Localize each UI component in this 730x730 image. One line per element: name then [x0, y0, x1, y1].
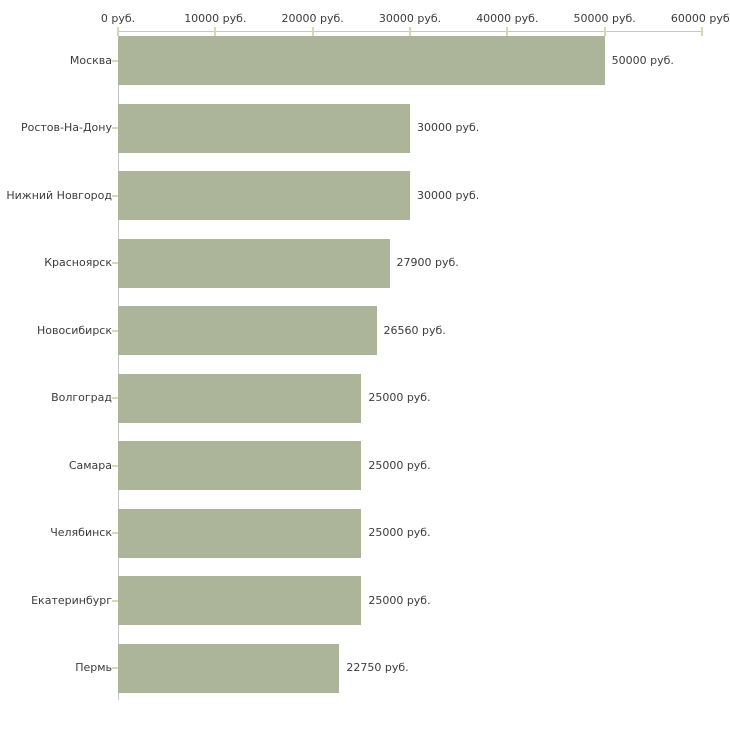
x-axis-tick — [214, 27, 217, 36]
bar — [118, 441, 362, 491]
value-label: 30000 руб. — [417, 188, 480, 202]
x-axis-tick — [701, 27, 703, 36]
x-axis-tick-label: 50000 руб. — [573, 12, 636, 25]
x-axis-tick — [603, 27, 606, 36]
value-label: 25000 руб. — [368, 593, 431, 607]
x-axis-tick-label: 60000 руб. — [670, 12, 730, 25]
category-label: Ростов-На-Дону — [20, 121, 112, 135]
x-axis-tick — [311, 27, 314, 36]
value-label: 26560 руб. — [383, 323, 446, 337]
y-axis-tick — [112, 329, 118, 332]
y-axis-tick — [112, 262, 118, 265]
x-axis-tick-label: 40000 руб. — [476, 12, 539, 25]
y-axis-tick — [112, 532, 118, 535]
category-label: Екатеринбург — [31, 593, 112, 607]
category-label: Москва — [69, 53, 112, 67]
value-label: 50000 руб. — [611, 53, 674, 67]
x-axis-tick — [117, 27, 119, 36]
value-label: 30000 руб. — [417, 121, 480, 135]
bar — [118, 306, 377, 356]
bar — [118, 576, 362, 626]
value-label: 25000 руб. — [368, 458, 431, 472]
x-axis-tick-label: 30000 руб. — [378, 12, 442, 25]
y-axis-tick — [112, 397, 118, 400]
value-label: 27900 руб. — [396, 256, 459, 270]
y-axis-tick — [112, 599, 118, 602]
value-label: 25000 руб. — [368, 391, 431, 405]
bar — [118, 508, 362, 558]
y-axis-tick — [112, 194, 118, 197]
category-label: Волгоград — [51, 391, 112, 405]
bar — [118, 373, 362, 423]
x-axis-tick-label: 0 руб. — [100, 12, 136, 25]
bar — [118, 643, 340, 693]
y-axis-tick — [112, 667, 118, 670]
category-label: Красноярск — [44, 256, 112, 270]
x-axis-tick-label: 20000 руб. — [281, 12, 344, 25]
y-axis-tick — [112, 464, 118, 467]
y-axis-tick — [112, 59, 118, 62]
category-label: Пермь — [75, 661, 112, 675]
category-label: Новосибирск — [36, 323, 112, 337]
x-axis-tick-label: 10000 руб. — [184, 12, 247, 25]
bar — [118, 103, 410, 153]
bar — [118, 36, 605, 85]
category-label: Нижний Новгород — [6, 188, 112, 202]
bar — [118, 238, 390, 288]
bar — [118, 171, 410, 221]
category-label: Челябинск — [50, 526, 112, 540]
x-axis-tick — [506, 27, 509, 36]
y-axis-tick — [112, 127, 118, 130]
value-label: 22750 руб. — [346, 661, 409, 675]
category-label: Самара — [68, 458, 112, 472]
value-label: 25000 руб. — [368, 526, 431, 540]
x-axis-tick — [409, 27, 411, 36]
